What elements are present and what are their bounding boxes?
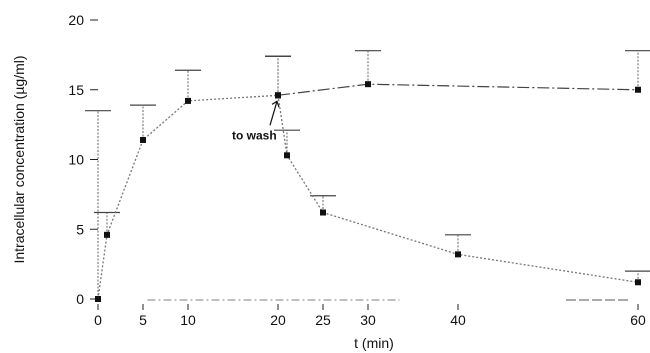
y-tick-label: 15 — [68, 82, 84, 98]
data-point — [95, 296, 101, 302]
y-axis-label: Intracellular concentration (µg/ml) — [11, 55, 27, 263]
x-tick-label: 60 — [630, 312, 646, 328]
x-tick-label: 5 — [139, 312, 147, 328]
y-tick-label: 10 — [68, 152, 84, 168]
y-tick-label: 20 — [68, 12, 84, 28]
data-point — [104, 231, 110, 238]
data-points — [95, 81, 641, 302]
annotation-text: to wash — [232, 128, 277, 142]
annotation-arrowhead — [271, 100, 280, 108]
data-point — [185, 97, 191, 104]
x-axis-label: t (min) — [354, 335, 394, 351]
data-point — [365, 81, 371, 88]
series-line — [97, 94, 279, 300]
data-point — [284, 152, 290, 159]
x-tick-label: 20 — [270, 312, 286, 328]
data-point — [635, 86, 641, 93]
y-tick-label: 5 — [76, 221, 84, 237]
data-point — [455, 251, 461, 258]
annotation-arrow — [269, 101, 278, 126]
data-point — [140, 136, 146, 143]
x-tick-label: 10 — [180, 312, 196, 328]
series-lines — [97, 83, 639, 300]
series-line — [277, 83, 639, 96]
axes: 0 5 10 15 20 0 5 10 20 25 30 40 60 — [68, 12, 646, 328]
x-tick-label: 30 — [360, 312, 376, 328]
annotations: to wash — [232, 100, 280, 142]
x-tick-label: 25 — [315, 312, 331, 328]
x-tick-label: 40 — [450, 312, 466, 328]
y-tick-label: 0 — [76, 291, 84, 307]
data-point — [635, 279, 641, 286]
x-tick-label: 0 — [94, 312, 102, 328]
data-point — [320, 209, 326, 216]
data-point — [275, 92, 281, 99]
